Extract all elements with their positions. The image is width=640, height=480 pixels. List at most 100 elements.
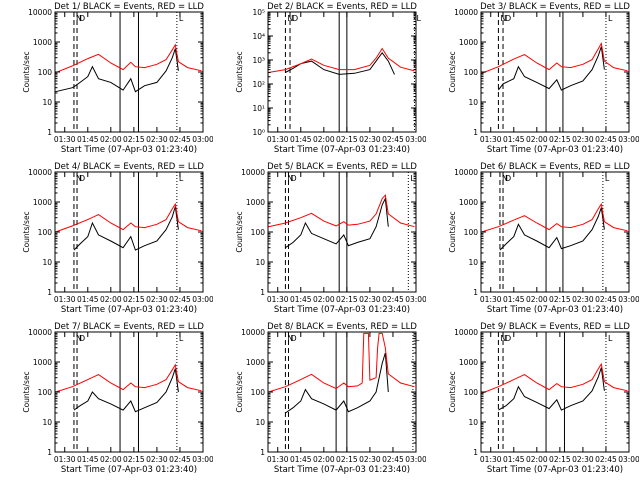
y-tick-label: 10¹ (252, 104, 265, 113)
x-tick-label: 03:00 (618, 135, 639, 144)
y-axis-label: Counts/sec (22, 371, 31, 412)
x-axis-label: Start Time (07-Apr-03 01:23:40) (274, 145, 410, 155)
panel-title: Det 8/ BLACK = Events, RED = LLD (267, 322, 417, 332)
x-tick-label: 01:45 (290, 295, 312, 304)
detector-panel-6: Det 6/ BLACK = Events, RED = LLD ND L 1 10 10… (448, 162, 639, 315)
detector-panel-2: Det 2/ BLACK = Events, RED = LLD ND L 10⁰ 10… (235, 2, 426, 155)
y-tick-label: 1000 (459, 358, 478, 367)
x-tick-label: 01:30 (54, 135, 76, 144)
events-series (498, 367, 605, 411)
plot-frame (267, 331, 417, 453)
y-tick-label: 10000 (454, 328, 478, 337)
y-tick-label: 10² (252, 80, 265, 89)
marker-label: L (608, 14, 613, 23)
y-tick-label: 10 (255, 418, 265, 427)
x-tick-label: 03:00 (405, 455, 426, 464)
marker-label: L (608, 334, 613, 343)
y-tick-label: 10 (42, 258, 52, 267)
y-tick-label: 10000 (28, 328, 52, 337)
y-axis-label: Counts/sec (235, 211, 244, 252)
x-tick-label: 02:45 (595, 135, 617, 144)
x-tick-label: 03:00 (192, 295, 213, 304)
x-axis-label: Start Time (07-Apr-03 01:23:40) (487, 465, 623, 475)
x-tick-label: 03:00 (405, 135, 426, 144)
x-tick-label: 01:30 (54, 455, 76, 464)
y-axis-label: Counts/sec (448, 371, 457, 412)
y-tick-label: 1 (47, 448, 52, 457)
panel-title: Det 9/ BLACK = Events, RED = LLD (480, 322, 630, 332)
marker-label: L (179, 334, 184, 343)
x-tick-label: 02:30 (146, 455, 168, 464)
y-tick-label: 10 (468, 98, 478, 107)
x-tick-label: 01:30 (267, 135, 289, 144)
y-tick-label: 1 (473, 288, 478, 297)
y-tick-label: 1 (47, 288, 52, 297)
y-tick-label: 1000 (459, 198, 478, 207)
y-tick-label: 1 (47, 128, 52, 137)
x-tick-label: 02:45 (382, 455, 404, 464)
y-tick-label: 10⁴ (252, 32, 265, 41)
y-tick-label: 1000 (33, 198, 52, 207)
y-axis-label: Counts/sec (235, 51, 244, 92)
x-tick-label: 01:45 (77, 135, 99, 144)
x-tick-label: 02:45 (595, 455, 617, 464)
x-axis-label: Start Time (07-Apr-03 01:23:40) (61, 465, 197, 475)
panel-title: Det 6/ BLACK = Events, RED = LLD (480, 162, 630, 172)
x-tick-label: 02:00 (100, 455, 122, 464)
detector-panel-8: Det 8/ BLACK = Events, RED = LLD ND L 1 10 10… (235, 322, 426, 475)
x-tick-label: 02:30 (359, 455, 381, 464)
y-tick-label: 10000 (28, 8, 52, 17)
events-series (285, 196, 389, 249)
detector-panel-9: Det 9/ BLACK = Events, RED = LLD ND L 1 10 10… (448, 322, 639, 475)
y-tick-label: 10 (42, 98, 52, 107)
x-tick-label: 02:15 (123, 455, 145, 464)
x-tick-label: 02:00 (313, 455, 335, 464)
x-tick-label: 02:15 (123, 135, 145, 144)
events-series (73, 368, 179, 413)
x-axis-label: Start Time (07-Apr-03 01:23:40) (61, 305, 197, 315)
marker-label: D (505, 334, 511, 343)
marker-label: L (605, 174, 610, 183)
marker-label: D (290, 334, 296, 343)
plot-frame (267, 11, 417, 133)
x-tick-label: 02:15 (336, 455, 358, 464)
x-tick-label: 02:15 (549, 295, 571, 304)
x-tick-label: 01:30 (480, 455, 502, 464)
x-axis-label: Start Time (07-Apr-03 01:23:40) (487, 305, 623, 315)
y-tick-label: 1000 (246, 198, 265, 207)
marker-label: N (76, 14, 82, 23)
lld-series (481, 362, 628, 394)
y-tick-label: 1 (473, 448, 478, 457)
x-tick-label: 01:45 (503, 135, 525, 144)
y-tick-label: 10 (42, 418, 52, 427)
marker-label: L (416, 14, 421, 23)
marker-label: L (179, 174, 184, 183)
y-tick-label: 100 (464, 68, 479, 77)
marker-label: D (505, 174, 511, 183)
x-tick-label: 02:45 (382, 295, 404, 304)
x-tick-label: 02:30 (146, 295, 168, 304)
x-tick-label: 02:45 (382, 135, 404, 144)
marker-label: D (290, 174, 296, 183)
x-axis-label: Start Time (07-Apr-03 01:23:40) (487, 145, 623, 155)
y-axis-label: Counts/sec (235, 371, 244, 412)
y-tick-label: 1000 (246, 358, 265, 367)
x-tick-label: 02:00 (526, 455, 548, 464)
lld-series (481, 41, 628, 74)
marker-label: D (79, 334, 85, 343)
lld-series (55, 43, 202, 74)
x-tick-label: 02:45 (169, 135, 191, 144)
panel-title: Det 7/ BLACK = Events, RED = LLD (54, 322, 204, 332)
marker-label: N (76, 174, 82, 183)
y-tick-label: 10⁵ (252, 8, 265, 17)
x-tick-label: 02:15 (549, 455, 571, 464)
y-tick-label: 10000 (454, 8, 478, 17)
y-tick-label: 1000 (33, 38, 52, 47)
panel-title: Det 2/ BLACK = Events, RED = LLD (267, 2, 417, 12)
lld-series (268, 193, 415, 228)
marker-label: D (79, 14, 85, 23)
x-tick-label: 02:15 (123, 295, 145, 304)
marker-label: N (76, 334, 82, 343)
y-tick-label: 1000 (33, 358, 52, 367)
marker-label: N (502, 174, 508, 183)
